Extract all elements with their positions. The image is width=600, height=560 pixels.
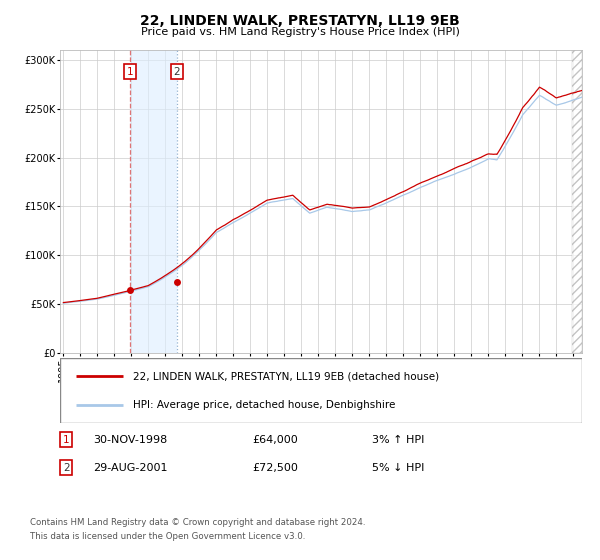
Text: 22, LINDEN WALK, PRESTATYN, LL19 9EB: 22, LINDEN WALK, PRESTATYN, LL19 9EB bbox=[140, 14, 460, 28]
FancyBboxPatch shape bbox=[60, 358, 582, 423]
Bar bbox=[130, 50, 176, 353]
Text: 30-NOV-1998: 30-NOV-1998 bbox=[93, 435, 167, 445]
Text: 22, LINDEN WALK, PRESTATYN, LL19 9EB (detached house): 22, LINDEN WALK, PRESTATYN, LL19 9EB (de… bbox=[133, 371, 439, 381]
Text: 5% ↓ HPI: 5% ↓ HPI bbox=[372, 463, 424, 473]
Text: £64,000: £64,000 bbox=[252, 435, 298, 445]
Text: 29-AUG-2001: 29-AUG-2001 bbox=[93, 463, 167, 473]
Bar bbox=[572, 50, 582, 353]
Text: Contains HM Land Registry data © Crown copyright and database right 2024.: Contains HM Land Registry data © Crown c… bbox=[30, 518, 365, 527]
Text: This data is licensed under the Open Government Licence v3.0.: This data is licensed under the Open Gov… bbox=[30, 532, 305, 541]
Text: HPI: Average price, detached house, Denbighshire: HPI: Average price, detached house, Denb… bbox=[133, 400, 395, 410]
Text: 2: 2 bbox=[63, 463, 70, 473]
Text: 2: 2 bbox=[173, 67, 180, 77]
Text: 1: 1 bbox=[127, 67, 133, 77]
Text: 3% ↑ HPI: 3% ↑ HPI bbox=[372, 435, 424, 445]
Text: £72,500: £72,500 bbox=[252, 463, 298, 473]
Text: Price paid vs. HM Land Registry's House Price Index (HPI): Price paid vs. HM Land Registry's House … bbox=[140, 27, 460, 37]
Text: 1: 1 bbox=[63, 435, 70, 445]
